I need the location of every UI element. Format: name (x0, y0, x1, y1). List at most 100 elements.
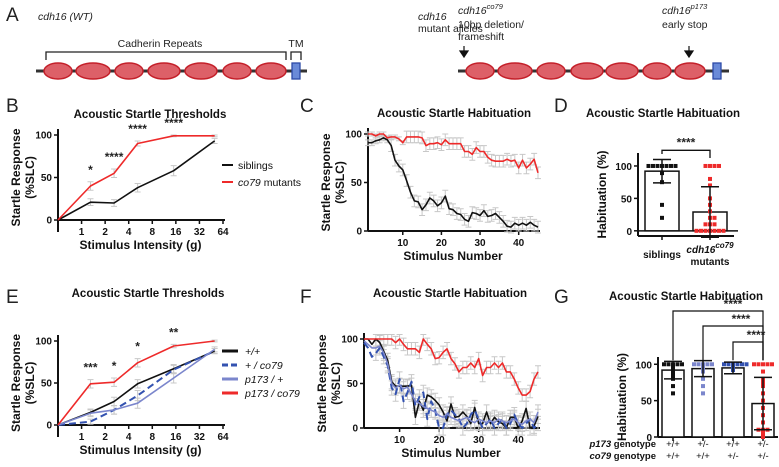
x-axis-label: Stimulus Number (403, 249, 503, 263)
data-point (761, 362, 765, 367)
y-tick-label: 100 (635, 360, 652, 371)
x-tick-label: 20 (436, 238, 448, 249)
y-tick-label: 100 (35, 337, 52, 348)
panel-label-d: D (554, 96, 568, 117)
cadherin-repeat-domain (75, 62, 111, 80)
data-point (701, 391, 705, 396)
y-tick-label: 0 (646, 433, 652, 444)
allele-co79-desc1: 10bp deletion/ (458, 19, 524, 31)
data-point (761, 369, 765, 374)
legend: +/+ + / co79 p173 / + p173 / co79 (222, 346, 300, 400)
series-line-co79-mutants (368, 133, 539, 174)
panel-label-a: A (6, 5, 19, 26)
data-point (712, 228, 717, 233)
x-category-label: cdh16co79 (686, 241, 734, 256)
x-tick-label: 40 (513, 238, 525, 249)
cadherin-repeat-domain (642, 62, 672, 80)
data-point (680, 362, 684, 367)
data-point (671, 391, 675, 396)
significance-bracket (661, 149, 711, 158)
data-point (735, 362, 740, 367)
data-point (673, 163, 678, 168)
genotype-row-label-text: genotype (611, 439, 656, 450)
legend: siblings co79 mutants (222, 160, 301, 189)
error-bar (754, 376, 772, 431)
x-tick-label: 32 (194, 432, 206, 443)
x-axis-label: Stimulus Number (401, 446, 501, 460)
x-tick-label: 32 (194, 227, 206, 238)
data-point (710, 362, 714, 367)
data-point (712, 163, 717, 168)
legend-label: p173 / + (244, 374, 283, 386)
chart-title: Acoustic Startle Habituation (586, 108, 740, 120)
category-gene: cdh16 (686, 245, 715, 256)
significance-marker: **** (128, 122, 147, 136)
series-line--co79 (57, 350, 216, 426)
series-line-p173- (57, 348, 216, 426)
data-point (696, 362, 701, 367)
y-axis-label-line2: (%SLC) (333, 161, 347, 204)
x-tick-label: 4 (126, 432, 132, 443)
allele-p173-desc: early stop (662, 19, 708, 31)
cadherin-repeat-domain (497, 62, 533, 80)
x-category-label-line2: mutants (691, 257, 730, 268)
y-axis-label-line2: (%SLC) (329, 362, 343, 405)
cadherin-repeats-label: Cadherin Repeats (118, 38, 203, 50)
panel-d-chart: Acoustic Startle Habituation 0 50 100 Habitu… (586, 108, 740, 268)
y-axis-label: Habituation (%) (615, 353, 629, 441)
genotype-value: +/+ (666, 451, 680, 462)
data-point (666, 362, 671, 367)
x-tick-label: 30 (473, 435, 485, 446)
data-point (662, 362, 666, 367)
genotype-value: +/+ (666, 439, 680, 450)
x-tick-label: 64 (217, 432, 229, 443)
y-axis-label: Startle Response(%SLC) (9, 334, 37, 432)
x-tick-label: 16 (170, 227, 182, 238)
data-point (655, 163, 660, 168)
data-point (717, 163, 721, 168)
panel-c-chart: Acoustic Startle Habituation 0 50 100 10 20 30… (319, 108, 541, 263)
legend-label: p173 / co79 (244, 388, 300, 400)
x-axis-label: Stimulus Intensity (g) (79, 443, 201, 457)
data-point (717, 228, 721, 233)
significance-marker: **** (164, 116, 183, 130)
y-tick-label: 50 (621, 194, 633, 205)
data-point (712, 215, 717, 220)
data-point (761, 431, 765, 436)
y-tick-label: 100 (341, 335, 358, 346)
y-tick-label: 50 (41, 379, 53, 390)
error-bar (380, 334, 387, 346)
data-point (722, 362, 726, 367)
x-tick-label: 4 (126, 227, 132, 238)
chart-title: Acoustic Startle Habituation (377, 108, 531, 120)
cadherin-repeat-domain (43, 62, 73, 80)
cadherin-repeat-domain (605, 62, 639, 80)
data-point (752, 362, 756, 367)
significance-marker: **** (677, 135, 696, 149)
data-point (675, 362, 680, 367)
y-tick-label: 50 (351, 178, 363, 189)
panel-label-g: G (554, 287, 569, 308)
legend-label: co79 mutants (238, 177, 301, 189)
panel-e-chart: Acoustic Startle Thresholds 0 50 100 1 2 4 8 16 3… (9, 288, 300, 457)
data-point (692, 362, 696, 367)
data-point (761, 435, 765, 439)
genotype-row-label-text: genotype (611, 451, 656, 462)
mutant-title-line2: mutant alleles (418, 23, 483, 35)
y-axis-label: Startle Response(%SLC) (319, 133, 347, 231)
repeats-bracket (45, 51, 287, 60)
significance-marker: **** (747, 328, 766, 342)
significance-bracket (732, 341, 764, 361)
x-axis-label: Stimulus Intensity (g) (79, 238, 201, 252)
cadherin-repeat-domain (536, 62, 566, 80)
x-tick-label: 30 (474, 238, 486, 249)
significance-marker: * (88, 163, 93, 177)
data-point (646, 163, 651, 168)
genotype-value: +/- (727, 451, 738, 462)
cadherin-repeat-domain (255, 62, 287, 80)
x-tick-label: 2 (102, 227, 108, 238)
x-tick-label: 1 (79, 432, 85, 443)
significance-marker: * (112, 359, 117, 373)
transmembrane-domain (291, 62, 301, 80)
y-axis-label-line1: Startle Response (315, 334, 329, 432)
